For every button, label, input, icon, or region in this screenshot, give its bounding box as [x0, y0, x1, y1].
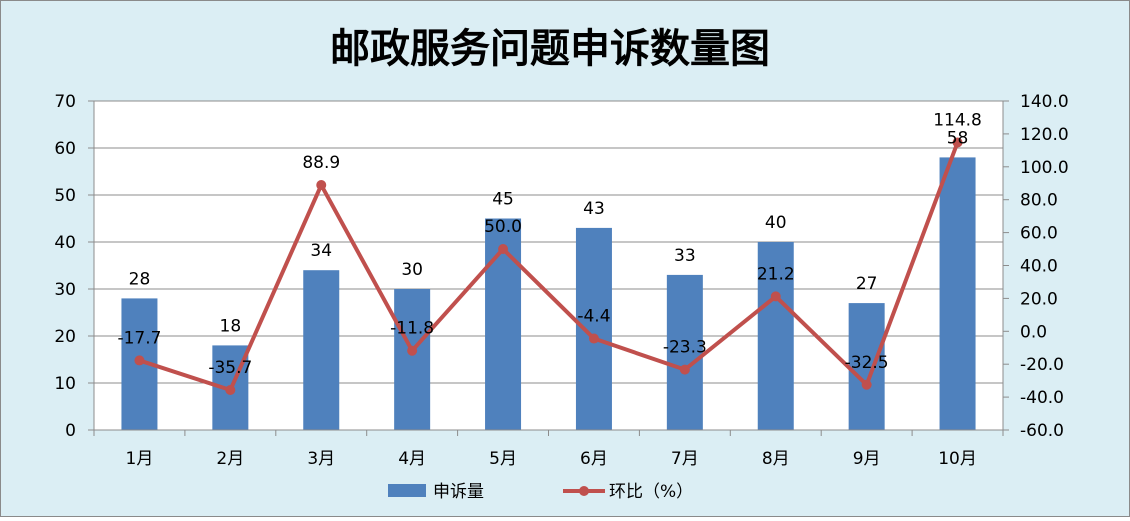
y-right-tick-label: 0.0: [1020, 322, 1047, 342]
line-point-7月: [679, 364, 690, 375]
line-point-4月: [407, 345, 418, 356]
bar-value-label: 27: [856, 274, 878, 294]
legend-bar-swatch: [388, 484, 426, 497]
y-right-tick-label: 140.0: [1020, 92, 1069, 112]
bar-value-label: 18: [220, 316, 242, 336]
line-value-label: 88.9: [302, 153, 340, 173]
y-right-tick-label: 20.0: [1020, 289, 1058, 309]
bar-8月: [757, 242, 794, 430]
bar-7月: [666, 274, 703, 430]
bar-value-label: 58: [947, 128, 969, 148]
bar-value-label: 45: [492, 190, 514, 210]
line-value-label: -17.7: [117, 328, 161, 348]
line-point-9月: [861, 379, 872, 390]
bar-value-label: 40: [765, 213, 787, 233]
x-tick-label: 3月: [307, 449, 335, 469]
line-point-6月: [588, 333, 599, 344]
y-right-tick-label: 120.0: [1020, 125, 1069, 145]
x-tick-label: 4月: [398, 449, 426, 469]
legend-bar-label: 申诉量: [433, 482, 484, 502]
bar-value-label: 28: [129, 269, 151, 289]
y-left-tick-label: 10: [54, 374, 76, 394]
line-value-label: -11.8: [390, 319, 434, 339]
y-right-tick-label: -40.0: [1020, 388, 1064, 408]
line-value-label: 114.8: [933, 110, 982, 130]
bar-4月: [394, 289, 431, 430]
line-value-label: -32.5: [845, 353, 889, 373]
y-right-tick-label: 80.0: [1020, 191, 1058, 211]
bar-9月: [848, 303, 885, 430]
y-right-tick-label: 100.0: [1020, 158, 1069, 178]
x-tick-label: 5月: [489, 449, 517, 469]
line-value-label: 50.0: [484, 217, 522, 237]
y-right-tick-label: -60.0: [1020, 421, 1064, 441]
line-point-5月: [498, 244, 509, 255]
x-tick-label: 9月: [853, 449, 881, 469]
bar-3月: [303, 270, 340, 430]
x-tick-label: 1月: [126, 449, 154, 469]
axes: 0 10 20 30 40 50 60 70 -60.0 -40.0 -20.0 0.0 20.0 40.…: [54, 92, 1068, 469]
line-point-2月: [225, 385, 236, 396]
line-value-label: -4.4: [577, 307, 610, 327]
data-labels: 28 18 34 30 45 43 33 40 27 58 -17.7 -35.7 88.9 -11.8 5…: [117, 110, 981, 378]
y-left-tick-label: 70: [54, 92, 76, 112]
legend-line-marker: [579, 486, 589, 496]
x-tick-label: 6月: [580, 449, 608, 469]
legend-line-label: 环比（%）: [609, 482, 693, 502]
line-value-label: -23.3: [663, 338, 707, 358]
line-point-10月: [952, 137, 963, 148]
x-tick-label: 10月: [938, 449, 977, 469]
bar-10月: [939, 157, 976, 430]
bar-value-label: 34: [310, 241, 332, 261]
legend: 申诉量 环比（%）: [388, 482, 693, 502]
line-path: [138, 141, 960, 393]
line-series: [134, 137, 963, 396]
line-value-label: -35.7: [208, 358, 252, 378]
bar-value-label: 43: [583, 199, 605, 219]
y-left-tick-label: 50: [54, 186, 76, 206]
y-right-tick-label: 60.0: [1020, 224, 1058, 244]
y-right-tick-label: 40.0: [1020, 257, 1058, 277]
x-tick-label: 2月: [216, 449, 244, 469]
y-left-tick-label: 60: [54, 139, 76, 159]
y-right-tick-label: -20.0: [1020, 355, 1064, 375]
bar-value-label: 30: [401, 260, 423, 280]
chart-title: 邮政服务问题申诉数量图: [330, 26, 770, 72]
x-tick-label: 8月: [762, 449, 790, 469]
line-point-8月: [770, 291, 781, 302]
line-point-3月: [316, 180, 327, 191]
y-left-tick-label: 20: [54, 327, 76, 347]
y-left-tick-label: 0: [65, 421, 76, 441]
bar-value-label: 33: [674, 246, 696, 266]
bar-6月: [575, 227, 612, 430]
bar-series: [121, 157, 976, 430]
line-point-1月: [134, 355, 145, 366]
x-tick-label: 7月: [671, 449, 699, 469]
line-value-label: 21.2: [757, 264, 795, 284]
y-left-tick-label: 40: [54, 233, 76, 253]
y-left-tick-label: 30: [54, 280, 76, 300]
